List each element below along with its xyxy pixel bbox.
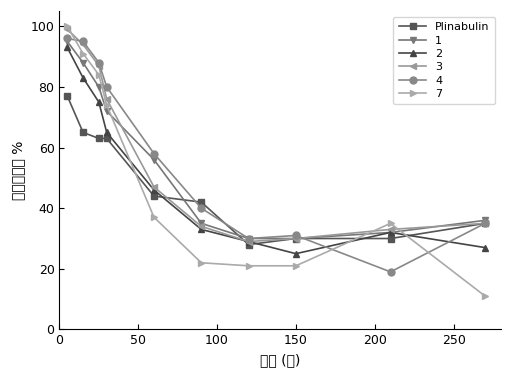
2: [80, 76, 86, 80]
4: [151, 151, 157, 156]
2: [64, 45, 70, 50]
4: [64, 36, 70, 41]
1: [151, 157, 157, 162]
Plinabulin: [246, 242, 252, 247]
7: [198, 260, 204, 265]
2: [246, 239, 252, 244]
3: [482, 221, 488, 226]
7: [482, 294, 488, 298]
Line: 1: 1: [64, 38, 488, 242]
X-axis label: 时间 (分): 时间 (分): [260, 353, 301, 367]
2: [293, 251, 299, 256]
Plinabulin: [64, 94, 70, 98]
Plinabulin: [151, 194, 157, 198]
1: [103, 109, 110, 113]
3: [103, 97, 110, 101]
4: [482, 221, 488, 226]
1: [293, 236, 299, 241]
7: [64, 24, 70, 29]
Line: 2: 2: [64, 44, 488, 257]
1: [482, 218, 488, 223]
3: [151, 185, 157, 189]
Line: 7: 7: [64, 23, 488, 300]
2: [198, 227, 204, 232]
7: [103, 103, 110, 107]
2: [151, 188, 157, 192]
Plinabulin: [482, 221, 488, 226]
4: [246, 236, 252, 241]
Plinabulin: [198, 200, 204, 204]
7: [246, 263, 252, 268]
Plinabulin: [388, 236, 394, 241]
3: [198, 224, 204, 229]
2: [388, 230, 394, 235]
2: [482, 245, 488, 250]
1: [80, 60, 86, 65]
2: [96, 100, 102, 104]
7: [96, 73, 102, 77]
3: [246, 239, 252, 244]
4: [388, 270, 394, 274]
7: [293, 263, 299, 268]
1: [198, 221, 204, 226]
1: [388, 230, 394, 235]
Plinabulin: [293, 236, 299, 241]
Line: 3: 3: [64, 26, 488, 245]
Plinabulin: [103, 136, 110, 141]
3: [388, 227, 394, 232]
1: [246, 236, 252, 241]
4: [96, 60, 102, 65]
7: [151, 215, 157, 220]
Line: Plinabulin: Plinabulin: [64, 93, 488, 248]
1: [64, 39, 70, 44]
4: [103, 85, 110, 89]
Line: 4: 4: [64, 35, 488, 275]
1: [96, 85, 102, 89]
Y-axis label: 残余百分比 %: 残余百分比 %: [11, 141, 25, 200]
7: [388, 221, 394, 226]
Plinabulin: [96, 136, 102, 141]
3: [96, 64, 102, 68]
3: [80, 42, 86, 47]
3: [64, 27, 70, 32]
Plinabulin: [80, 130, 86, 135]
4: [80, 39, 86, 44]
4: [198, 206, 204, 211]
2: [103, 130, 110, 135]
4: [293, 233, 299, 238]
Legend: Plinabulin, 1, 2, 3, 4, 7: Plinabulin, 1, 2, 3, 4, 7: [393, 17, 495, 104]
3: [293, 236, 299, 241]
7: [80, 51, 86, 56]
